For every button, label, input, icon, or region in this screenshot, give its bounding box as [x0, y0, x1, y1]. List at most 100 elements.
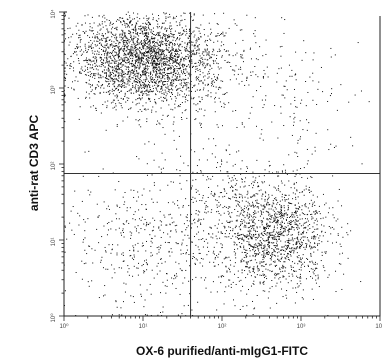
event-dot	[130, 35, 132, 37]
event-dot	[256, 254, 258, 256]
event-dot	[254, 256, 256, 258]
event-dot	[255, 231, 257, 233]
event-dot	[250, 215, 252, 217]
event-dot	[196, 226, 198, 228]
event-dot	[280, 67, 282, 69]
event-dot	[313, 246, 315, 248]
event-dot	[257, 59, 259, 61]
event-dot	[99, 39, 101, 41]
event-dot	[184, 46, 186, 48]
event-dot	[131, 24, 133, 26]
event-dot	[146, 78, 148, 80]
event-dot	[115, 87, 117, 89]
event-dot	[165, 18, 167, 20]
event-dot	[228, 279, 230, 281]
event-dot	[175, 100, 177, 102]
event-dot	[252, 283, 254, 284]
event-dot	[153, 58, 155, 60]
event-dot	[278, 259, 280, 261]
event-dot	[83, 219, 85, 221]
event-dot	[180, 214, 182, 216]
event-dot	[114, 48, 116, 50]
event-dot	[155, 51, 157, 53]
event-dot	[200, 108, 202, 110]
event-dot	[84, 32, 86, 34]
event-dot	[277, 187, 279, 189]
event-dot	[263, 277, 265, 279]
event-dot	[157, 79, 159, 81]
event-dot	[119, 72, 121, 74]
event-dot	[279, 204, 281, 206]
event-dot	[163, 96, 165, 98]
event-dot	[310, 214, 312, 216]
event-dot	[182, 205, 184, 207]
event-dot	[193, 14, 195, 16]
event-dot	[145, 55, 147, 57]
event-dot	[325, 252, 327, 254]
event-dot	[207, 95, 209, 97]
event-dot	[135, 91, 137, 93]
event-dot	[125, 101, 127, 103]
event-dot	[112, 93, 114, 95]
event-dot	[116, 254, 118, 256]
event-dot	[314, 242, 316, 244]
event-dot	[77, 58, 79, 60]
event-dot	[263, 208, 265, 210]
event-dot	[252, 255, 254, 257]
event-dot	[295, 243, 297, 245]
event-dot	[145, 62, 147, 64]
event-dot	[291, 249, 293, 251]
event-dot	[131, 54, 133, 56]
event-dot	[194, 218, 196, 220]
event-dot	[307, 239, 309, 241]
event-dot	[146, 263, 148, 265]
event-dot	[122, 59, 124, 61]
event-dot	[151, 36, 153, 38]
event-dot	[199, 122, 201, 124]
event-dot	[225, 256, 227, 258]
event-dot	[152, 62, 154, 64]
event-dot	[151, 269, 153, 271]
event-dot	[150, 240, 152, 242]
event-dot	[267, 238, 269, 240]
event-dot	[278, 213, 280, 215]
event-dot	[217, 256, 219, 258]
event-dot	[74, 51, 75, 53]
event-dot	[79, 50, 81, 52]
event-dot	[143, 45, 145, 47]
event-dot	[273, 227, 275, 229]
event-dot	[130, 20, 132, 22]
event-dot	[134, 219, 136, 221]
event-dot	[223, 275, 225, 277]
event-dot	[171, 87, 173, 89]
event-dot	[110, 31, 112, 33]
event-dot	[148, 91, 150, 93]
event-dot	[274, 260, 276, 262]
event-dot	[262, 107, 264, 109]
event-dot	[112, 244, 114, 246]
event-dot	[308, 210, 310, 212]
event-dot	[292, 275, 294, 277]
event-dot	[347, 223, 349, 225]
event-dot	[197, 301, 199, 303]
event-dot	[166, 81, 168, 83]
event-dot	[265, 233, 267, 235]
event-dot	[267, 253, 268, 255]
event-dot	[223, 49, 225, 51]
event-dot	[268, 194, 270, 196]
event-dot	[228, 236, 230, 238]
event-dot	[179, 44, 181, 46]
event-dot	[294, 175, 296, 177]
event-dot	[116, 252, 118, 254]
event-dot	[195, 210, 197, 212]
event-dot	[202, 195, 204, 197]
event-dot	[220, 231, 222, 233]
event-dot	[114, 82, 116, 84]
event-dot	[265, 210, 267, 212]
event-dot	[296, 189, 298, 191]
event-dot	[210, 28, 212, 30]
event-dot	[271, 221, 273, 223]
event-dot	[147, 27, 149, 29]
event-dot	[153, 55, 155, 57]
event-dot	[240, 207, 242, 209]
